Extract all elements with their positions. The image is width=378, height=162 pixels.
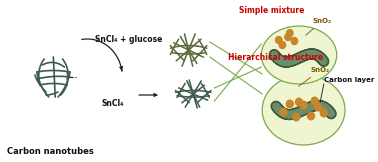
Circle shape [286,100,293,108]
Circle shape [280,108,287,116]
Circle shape [276,36,282,44]
Circle shape [307,112,314,120]
Circle shape [279,41,286,48]
Circle shape [285,34,291,40]
Text: SnO₂: SnO₂ [306,18,332,35]
Text: Carbon layer: Carbon layer [324,77,374,83]
Text: Carbon nanotubes: Carbon nanotubes [7,147,94,156]
Circle shape [300,101,307,109]
Circle shape [293,113,300,121]
Ellipse shape [261,26,337,84]
Text: Hierarchical structure: Hierarchical structure [228,53,324,62]
Circle shape [291,37,297,45]
Text: SnCl₄ + glucose: SnCl₄ + glucose [95,35,162,45]
Text: SnCl₄: SnCl₄ [101,99,124,109]
Ellipse shape [262,75,345,145]
Circle shape [315,103,322,111]
Circle shape [296,98,302,106]
Circle shape [321,109,327,117]
Circle shape [311,97,318,105]
Text: Simple mixture: Simple mixture [239,6,304,15]
Text: SnO₂: SnO₂ [299,67,330,86]
Circle shape [287,29,293,36]
